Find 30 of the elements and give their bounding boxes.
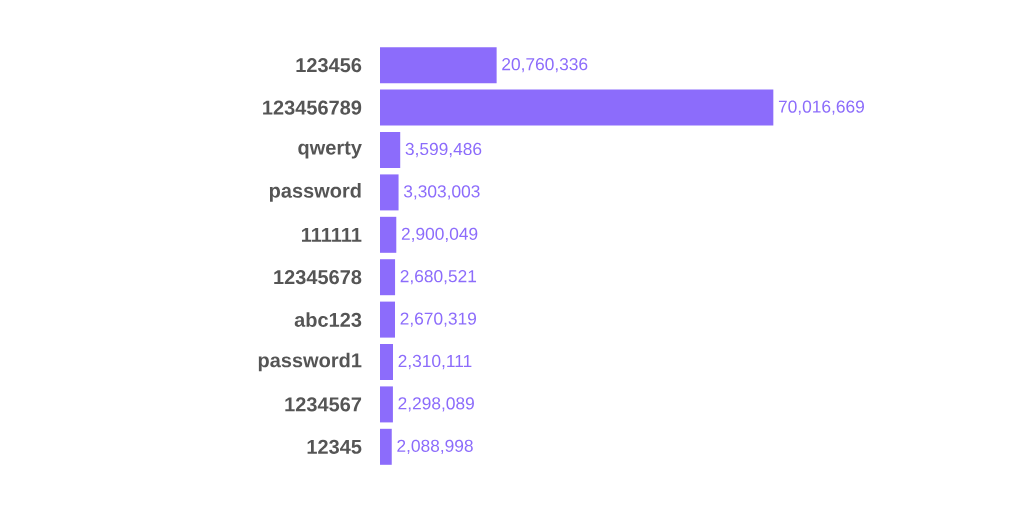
- y-tick-label: password: [269, 183, 361, 202]
- data-label: 20,760,336: [502, 58, 588, 73]
- data-label: 3,599,486: [405, 142, 482, 158]
- bar: [380, 89, 774, 126]
- y-tick-label: 1234567: [285, 397, 362, 412]
- bar: [380, 132, 401, 169]
- bar: [380, 386, 393, 423]
- data-label: 70,016,669: [778, 100, 864, 115]
- data-label: 2,680,521: [400, 270, 477, 285]
- y-tick-label: 123456789: [263, 100, 362, 115]
- y-tick-label: 12345: [307, 439, 362, 454]
- data-label: 2,310,111: [398, 354, 472, 370]
- y-tick-label: qwerty: [298, 141, 362, 159]
- y-tick-label: password1: [258, 352, 362, 372]
- data-label: 2,900,049: [401, 227, 478, 242]
- bar: [380, 174, 399, 211]
- y-tick-label: 111111: [302, 227, 362, 242]
- y-tick-label: 123456: [296, 58, 362, 73]
- data-label: 3,303,003: [403, 185, 480, 200]
- bar: [380, 216, 397, 253]
- y-tick-label: 12345678: [274, 270, 362, 285]
- bar: [380, 47, 497, 84]
- data-label: 2,670,319: [400, 312, 476, 327]
- bar: [380, 344, 393, 381]
- bar: [380, 428, 392, 465]
- bar: [380, 259, 396, 296]
- bar: [380, 301, 396, 338]
- y-tick-label: abc123: [294, 312, 362, 327]
- data-label: 2,088,998: [397, 439, 473, 454]
- data-label: 2,298,089: [398, 397, 474, 412]
